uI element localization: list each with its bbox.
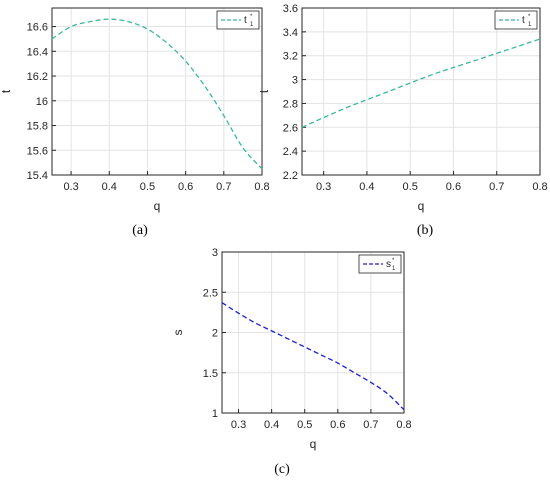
y-tick-label: 3.2 bbox=[283, 51, 298, 63]
x-axis-label: q bbox=[418, 199, 425, 213]
x-tick-label: 0.7 bbox=[489, 181, 504, 193]
y-tick-label: 3.4 bbox=[283, 27, 298, 39]
chart-panel-2: 0.3 0.4 0.5 0.6 0.7 0.8 2.2 2.4 2.6 2.8 3 3.2 3.4 3.6… bbox=[257, 3, 548, 238]
y-tick-label: 15.8 bbox=[27, 121, 48, 133]
y-tick-label: 2.5 bbox=[203, 287, 218, 299]
plot-area-frame bbox=[51, 7, 263, 176]
y-tick-label: 2 bbox=[212, 328, 218, 340]
x-tick-label: 0.3 bbox=[231, 419, 246, 431]
legend-box bbox=[216, 10, 260, 30]
x-tick-label: 0.7 bbox=[363, 419, 378, 431]
panel-caption: (a) bbox=[132, 223, 148, 238]
legend-label: s bbox=[386, 259, 391, 270]
legend: t 1 * bbox=[216, 10, 260, 30]
y-tick-label: 2.8 bbox=[283, 98, 298, 110]
y-tick-label: 3 bbox=[292, 75, 298, 87]
y-tick-label: 16.2 bbox=[27, 71, 48, 83]
series-line-t bbox=[51, 18, 263, 170]
x-tick-label: 0.8 bbox=[396, 419, 411, 431]
legend: t 1 * bbox=[494, 10, 538, 30]
y-tick-label: 15.4 bbox=[27, 170, 48, 182]
x-tick-label: 0.6 bbox=[330, 419, 345, 431]
panel-caption: (b) bbox=[417, 223, 434, 238]
y-tick-label: 2.2 bbox=[283, 170, 298, 182]
y-tick-label: 2.6 bbox=[283, 122, 298, 134]
chart-panel-1: 0.3 0.4 0.5 0.6 0.7 0.8 15.4 15.6 15.8 16 16.2 16.4… bbox=[0, 7, 270, 238]
y-tick-label: 15.6 bbox=[27, 145, 48, 157]
x-axis-label: q bbox=[154, 199, 161, 213]
x-tick-label: 0.7 bbox=[216, 181, 231, 193]
legend-label-superscript: * bbox=[528, 14, 531, 20]
x-tick-label: 0.5 bbox=[297, 419, 312, 431]
legend: s 1 * bbox=[358, 254, 402, 274]
legend-label: t bbox=[522, 15, 525, 26]
x-axis-label: q bbox=[310, 437, 317, 451]
y-axis-label: t bbox=[257, 89, 271, 93]
y-tick-label: 16 bbox=[36, 96, 48, 108]
x-tick-label: 0.6 bbox=[178, 181, 193, 193]
x-tick-label: 0.3 bbox=[63, 181, 78, 193]
x-tick-label: 0.4 bbox=[102, 181, 117, 193]
legend-label-superscript: * bbox=[250, 14, 253, 20]
x-tick-label: 0.3 bbox=[316, 181, 331, 193]
y-tick-label: 2.4 bbox=[283, 146, 298, 158]
series-line-s bbox=[221, 302, 405, 411]
panel-caption: (c) bbox=[274, 462, 290, 477]
y-tick-label: 16.6 bbox=[27, 22, 48, 34]
legend-label-subscript: 1 bbox=[250, 22, 254, 28]
x-tick-label: 0.4 bbox=[264, 419, 279, 431]
x-tick-label: 0.5 bbox=[403, 181, 418, 193]
x-tick-label: 0.8 bbox=[532, 181, 547, 193]
legend-box bbox=[358, 254, 402, 274]
plot-area-frame bbox=[301, 7, 541, 176]
legend-label-subscript: 1 bbox=[392, 266, 396, 272]
y-tick-label: 16.4 bbox=[27, 46, 48, 58]
series-line-t bbox=[301, 38, 541, 128]
x-tick-label: 0.4 bbox=[359, 181, 374, 193]
legend-label-superscript: * bbox=[392, 258, 395, 264]
y-tick-label: 3 bbox=[212, 247, 218, 259]
y-axis-label: t bbox=[0, 89, 13, 93]
x-tick-label: 0.8 bbox=[254, 181, 269, 193]
x-tick-label: 0.6 bbox=[446, 181, 461, 193]
x-tick-label: 0.5 bbox=[140, 181, 155, 193]
y-axis-label: s bbox=[171, 330, 185, 336]
legend-label-subscript: 1 bbox=[528, 22, 532, 28]
y-tick-label: 3.6 bbox=[283, 3, 298, 15]
y-tick-label: 1.5 bbox=[203, 368, 218, 380]
legend-label: t bbox=[244, 15, 247, 26]
legend-box bbox=[494, 10, 538, 30]
y-tick-label: 1 bbox=[212, 408, 218, 420]
